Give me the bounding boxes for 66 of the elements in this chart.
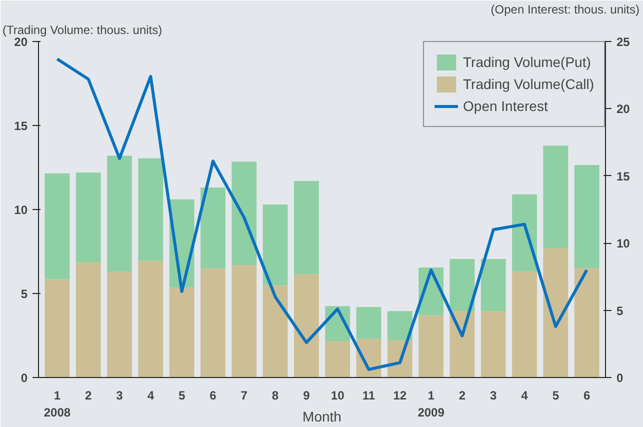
bar (232, 162, 257, 265)
y2-tick-label: 10 (616, 236, 630, 251)
x-tick-label: 1 2008 (44, 388, 71, 420)
bar (450, 259, 475, 312)
bar (44, 279, 70, 378)
legend-label: Open Interest (463, 98, 548, 114)
y2-tick-label: 15 (616, 169, 630, 184)
y2-axis-title: (Open Interest: thous. units) (490, 2, 640, 16)
bar (574, 268, 600, 378)
x-tick-label: 2 (85, 388, 92, 402)
bar (232, 264, 257, 378)
bar (294, 180, 319, 274)
x-tick-label: 5 (178, 388, 186, 402)
x-tick-label: 9 (303, 388, 310, 402)
x-tick-label: 8 (272, 388, 279, 402)
bar (138, 158, 164, 261)
x-tick-label: 2 (458, 388, 466, 402)
x-tick-label: 10 (330, 388, 345, 402)
y-axis-title: (Trading Volume: thous. units) (2, 23, 162, 37)
y-tick-label: 5 (20, 287, 28, 301)
bar (294, 274, 319, 378)
x-tick-label: 7 (240, 388, 248, 402)
bar (450, 311, 475, 378)
bar (200, 188, 226, 268)
bar (138, 260, 164, 378)
bar (76, 262, 101, 378)
x-tick-label: 11 (362, 388, 376, 402)
bar (574, 164, 600, 268)
y-tick-label: 15 (14, 119, 28, 133)
bar (356, 306, 382, 339)
bar (387, 311, 412, 341)
bar (262, 204, 288, 286)
legend-label: Trading Volume(Call) (463, 76, 594, 92)
y2-tick-label: 25 (616, 35, 630, 49)
legend-label: Trading Volume(Put) (463, 54, 591, 70)
x-tick-label: 5 (552, 388, 560, 402)
x-tick-label: 4 (147, 388, 154, 402)
bar (44, 173, 70, 280)
y2-tick-label: 5 (616, 304, 624, 318)
bar (200, 268, 226, 378)
y-tick-label: 0 (20, 371, 28, 385)
x-tick-label: 6 (583, 388, 590, 402)
x-tick-label: 3 (116, 388, 124, 402)
bar (512, 272, 537, 378)
x-tick-label: 6 (210, 388, 217, 402)
bar (169, 288, 194, 378)
bar (543, 146, 568, 248)
bar (480, 311, 506, 378)
x-tick-label: 3 (490, 388, 498, 402)
bar (512, 194, 537, 272)
bar (107, 272, 132, 378)
x-tick-label: 1 2009 (418, 388, 445, 420)
bar (325, 341, 350, 378)
x-tick-label: 12 (393, 388, 407, 402)
bar (418, 315, 444, 378)
y2-tick-label: 20 (616, 102, 630, 116)
bar (543, 248, 568, 378)
bar (480, 259, 506, 312)
y-tick-label: 20 (14, 35, 28, 49)
y2-tick-label: 0 (616, 371, 624, 385)
x-axis-title: Month (302, 408, 342, 424)
y-tick-label: 10 (14, 203, 28, 217)
bar (107, 156, 132, 272)
x-tick-label: 4 (521, 388, 528, 402)
bar (76, 172, 101, 262)
bar (262, 285, 288, 378)
